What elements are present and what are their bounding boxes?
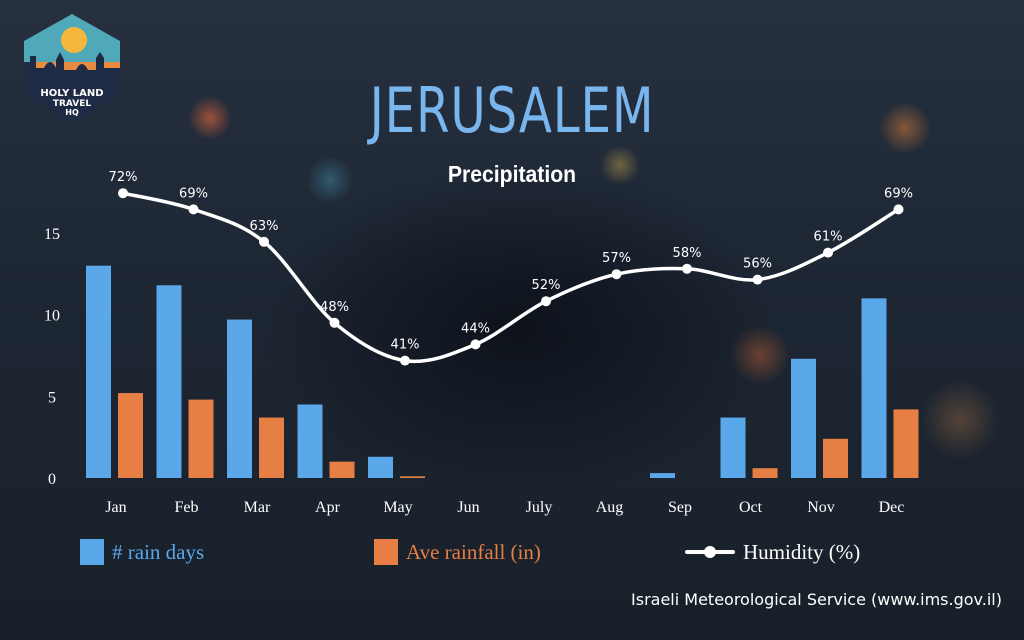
y-tick-label: 10 <box>44 308 60 325</box>
legend-label-rain-days: # rain days <box>112 539 205 564</box>
chart-subtitle: Precipitation <box>447 161 577 187</box>
humidity-point <box>400 355 410 366</box>
bar-rainfall-may <box>400 476 425 478</box>
humidity-data-label: 41% <box>391 338 420 353</box>
humidity-point <box>259 236 269 247</box>
legend-label-rainfall: Ave rainfall (in) <box>406 539 541 564</box>
bar-rainfall-jan <box>118 393 143 478</box>
humidity-data-label: 57% <box>602 251 631 266</box>
x-tick-label: Mar <box>244 499 271 516</box>
logo-line-2: TRAVEL <box>53 99 92 109</box>
humidity-point <box>752 274 763 285</box>
humidity-data-label: 48% <box>320 300 349 315</box>
humidity-data-label: 63% <box>250 219 279 234</box>
data-source: Israeli Meteorological Service (www.ims.… <box>631 590 1002 609</box>
x-tick-label: May <box>383 499 412 516</box>
humidity-point <box>118 188 128 199</box>
bar-rain-days-feb <box>156 285 182 478</box>
humidity-point <box>682 263 692 274</box>
humidity-point <box>329 317 340 328</box>
x-tick-label: Aug <box>596 499 624 516</box>
humidity-data-label: 69% <box>179 186 208 201</box>
bar-rainfall-apr <box>329 461 355 478</box>
bar-rainfall-oct <box>752 468 778 478</box>
legend-label-humidity: Humidity (%) <box>743 539 861 564</box>
bar-rainfall-feb <box>188 399 214 478</box>
legend-line-humidity <box>685 546 735 558</box>
bar-rain-days-jan <box>86 265 111 478</box>
x-tick-label: Dec <box>879 499 905 516</box>
humidity-data-label: 56% <box>743 257 772 272</box>
x-tick-label: July <box>526 499 553 516</box>
x-tick-label: Sep <box>668 499 692 516</box>
x-tick-label: Oct <box>739 499 763 516</box>
x-tick-label: Jun <box>457 499 479 516</box>
bar-rain-days-dec <box>861 298 887 478</box>
humidity-point <box>823 247 833 258</box>
bar-rainfall-nov <box>823 438 848 478</box>
legend-swatch-rainfall <box>374 539 398 565</box>
humidity-point <box>470 339 481 350</box>
y-tick-label: 15 <box>44 226 60 243</box>
x-tick-label: Apr <box>315 499 341 516</box>
humidity-data-label: 52% <box>532 278 561 293</box>
logo-line-3: HQ <box>65 108 79 117</box>
legend-rainfall: Ave rainfall (in) <box>374 538 541 566</box>
y-tick-label: 0 <box>48 471 56 488</box>
humidity-point <box>893 204 904 215</box>
humidity-point <box>611 269 622 280</box>
legend-rain-days: # rain days <box>80 538 204 566</box>
humidity-point <box>188 204 199 215</box>
humidity-data-label: 44% <box>461 321 490 336</box>
bar-rain-days-sep <box>650 473 675 478</box>
page-title: JERUSALEM <box>369 74 655 147</box>
bar-rain-days-apr <box>297 404 323 478</box>
legend-humidity: Humidity (%) <box>685 538 860 566</box>
x-tick-label: Nov <box>807 499 835 516</box>
bar-rainfall-mar <box>259 417 284 478</box>
x-tick-label: Feb <box>175 499 199 516</box>
humidity-point <box>541 296 551 307</box>
humidity-data-label: 69% <box>884 186 913 201</box>
x-tick-label: Jan <box>105 499 126 516</box>
bar-rain-days-nov <box>791 358 816 478</box>
bar-rain-days-may <box>368 456 393 478</box>
humidity-data-label: 72% <box>109 170 138 185</box>
legend-swatch-rain-days <box>80 539 104 565</box>
bar-rain-days-oct <box>720 417 746 478</box>
bar-rainfall-dec <box>893 409 919 478</box>
y-tick-label: 5 <box>48 389 56 406</box>
holy-land-travel-logo: HOLY LAND TRAVEL HQ <box>24 14 120 122</box>
bar-rain-days-mar <box>227 319 252 478</box>
humidity-data-label: 61% <box>814 230 843 245</box>
humidity-data-label: 58% <box>673 246 702 261</box>
logo-line-1: HOLY LAND <box>40 88 103 99</box>
